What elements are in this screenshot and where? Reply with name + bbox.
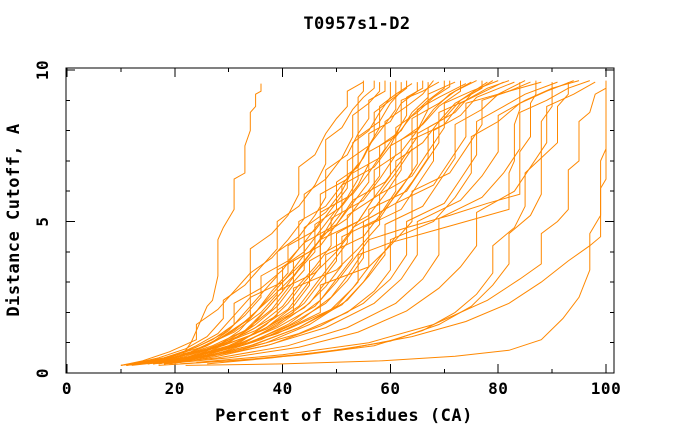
x-axis-label: Percent of Residues (CA) [215,406,473,426]
model-curve [158,82,553,366]
model-curve [142,80,445,365]
model-curve [174,80,526,363]
x-tick-label: 80 [488,379,508,398]
y-tick-label: 10 [33,60,52,80]
model-curve [120,81,364,366]
model-curve [137,81,472,365]
model-curve [131,80,375,365]
model-curve [163,81,596,365]
model-curves [120,80,607,366]
model-curve [153,81,515,365]
model-curve [126,81,531,366]
y-tick-label: 0 [33,368,52,378]
x-tick-label: 40 [272,379,292,398]
axes-frame: 0 20 40 60 80 100 0 5 10 [33,60,621,398]
model-curve [169,81,558,365]
model-curve [131,80,574,366]
model-curve [180,82,569,365]
x-tick-label: 100 [591,379,621,398]
x-tick-label: 60 [380,379,400,398]
model-curve [147,81,542,365]
plot-title: T0957s1-D2 [303,14,410,34]
model-curve [142,82,381,365]
y-axis-label: Distance Cutoff, A [4,123,24,316]
model-curve [153,80,364,365]
x-tick-label: 20 [165,379,185,398]
model-curve [142,80,580,365]
model-curve [131,81,504,365]
model-curve [126,83,467,366]
model-curve [196,80,607,363]
model-curve [136,80,408,365]
model-curve [131,81,440,365]
y-tick-label: 5 [33,216,52,226]
model-curve [174,83,262,365]
x-tick-label: 0 [62,379,72,398]
model-curve [153,80,590,365]
plot-frame [65,67,615,374]
model-curve [185,83,607,366]
model-curve [163,82,391,365]
model-curve [137,80,537,365]
